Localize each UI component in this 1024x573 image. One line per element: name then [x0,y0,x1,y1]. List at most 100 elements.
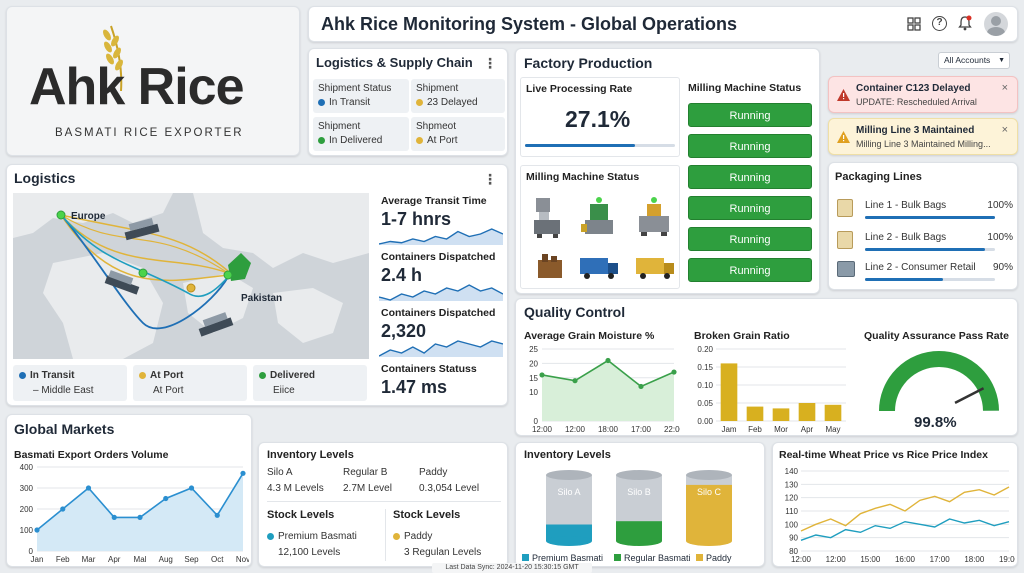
silo-base [616,536,662,546]
silo-label: Silo B [627,487,651,497]
bar [720,363,738,421]
quality-title: Quality Control [524,304,626,320]
map-legend-in-transit[interactable]: In Transit – Middle East [13,365,127,401]
export-orders-chart[interactable]: 0 100 200 300 400 Jan Feb Mar Apr Mal Aug Sep Oct Nov [9,461,249,567]
avatar[interactable] [984,12,1008,36]
dispatched-count-metric: Containers Dispatched 2,320 [379,305,503,357]
silo-fill [616,521,662,541]
packaging-progress [865,278,943,281]
legend-dot [259,371,266,379]
close-icon[interactable]: × [1001,124,1008,136]
dispatched-metric: Containers Dispatched 2.4 h [379,249,503,301]
global-markets-card: Global Markets Basmati Export Orders Vol… [6,414,252,567]
price-index-card: Real-time Wheat Price vs Rice Price Inde… [772,442,1018,567]
divider [267,501,501,502]
alert-milling-maintained[interactable]: Milling Line 3 Maintained Milling Line 3… [828,118,1018,155]
silo-fill [686,484,732,541]
packaging-line: Line 2 - Consumer Retail 90% [835,259,1013,287]
y-tick-label: 120 [785,494,799,503]
x-tick-label: 18:00 [964,555,985,564]
packaging-title: Packaging Lines [835,171,922,183]
silo-base [546,536,592,546]
x-tick-label: Feb [56,555,70,564]
page-title: Ahk Rice Monitoring System - Global Oper… [321,14,738,34]
x-tick-label: Apr [801,425,814,434]
logistics-supply-title: Logistics & Supply Chain [316,55,473,70]
milling-status-running: Running [688,227,812,251]
header-bar: Ahk Rice Monitoring System - Global Oper… [308,6,1018,42]
qa-gauge [879,351,999,412]
truck-icon [580,258,618,279]
bar [798,403,816,421]
container-status-metric: Containers Statuss 1.47 ms [381,363,477,397]
inventory-text-card: Inventory Levels Silo A 4.3 M Levels Reg… [258,442,508,567]
milling-machine-icon [534,198,560,238]
legend-dot [393,532,400,540]
legend-swatch [696,554,703,561]
milling-machine-panel: Milling Machine Status [520,165,680,289]
factory-production-card: Factory Production Live Processing Rate … [515,48,820,294]
legend-dot [267,532,274,540]
x-tick-label: Sep [184,555,199,564]
sparkline-line [379,228,503,245]
y-tick-label: 25 [529,345,538,354]
qa-title: Quality Assurance Pass Rate [864,330,1009,342]
map-legend-delivered[interactable]: Delivered Eiice [253,365,367,401]
cargo-ship-icon [104,270,140,295]
x-tick-label: Aug [159,555,173,564]
shipment-tile-2: Shipment 23 Delayed [411,79,505,113]
cargo-ship-icon [198,312,234,337]
shipment-tile-4: Shpmeot At Port [411,117,505,151]
data-point [34,527,40,533]
x-tick-label: 12:00 [565,425,586,434]
more-icon[interactable]: ⋮ [483,171,497,187]
map-legend-at-port[interactable]: At Port At Port [133,365,247,401]
packaging-progress [865,216,995,219]
help-icon[interactable]: ? [932,16,947,31]
silo-tank-icon [538,254,562,278]
export-chart-title: Basmati Export Orders Volume [14,449,169,461]
x-tick-label: 12:00 [791,555,812,564]
bar [746,406,764,421]
y-tick-label: 20 [529,359,538,368]
broken-chart[interactable]: 0.00 0.05 0.10 0.15 0.20 Jam Feb Mor Apr May [686,343,850,435]
moisture-chart[interactable]: 0 10 15 20 25 12:00 12:00 18:00 17:00 22:00 [520,343,680,435]
status-dot [318,98,325,106]
x-tick-label: Oct [211,555,224,564]
packaging-line: Line 1 - Bulk Bags 100% [835,197,1013,225]
silo-base [686,536,732,546]
qa-value: 99.8% [914,414,957,431]
quality-control-card: Quality Control Average Grain Moisture %… [515,298,1018,436]
x-tick-label: 22:00 [664,425,680,434]
factory-title: Factory Production [524,55,653,71]
bell-icon[interactable] [957,15,973,31]
y-tick-label: 0.00 [697,417,713,426]
x-tick-label: Apr [108,555,121,564]
global-markets-title: Global Markets [14,421,115,437]
bar [772,408,790,421]
legend-swatch [614,554,621,561]
packaging-progress [865,248,985,251]
price-index-chart[interactable]: 80 90 100 110 120 130 140 12:00 12:00 15:00 16:00 1… [775,463,1015,567]
alert-container-delayed[interactable]: Container C123 Delayed UPDATE: Reschedul… [828,76,1018,113]
inventory-silos-card: Inventory Levels Silo A Silo B Silo C Prem… [515,442,765,567]
silo-chart[interactable]: Silo A Silo B Silo C [520,465,760,553]
close-icon[interactable]: × [1001,82,1008,94]
bar [824,404,842,421]
brand-card: Ahk Rice BASMATI RICE EXPORTER [6,6,300,156]
world-map[interactable]: Europe Pakistan [13,193,369,359]
transit-sparkline [379,228,503,245]
milling-status-running: Running [688,134,812,158]
silo-label: Silo A [557,487,580,497]
accounts-select[interactable]: All Accounts ▼ [938,52,1010,69]
map-label-pakistan: Pakistan [241,293,282,304]
more-icon[interactable]: ⋮ [483,55,497,71]
x-tick-label: Mar [82,555,96,564]
y-tick-label: 0 [534,417,539,426]
grid-icon[interactable] [907,17,921,31]
gauge-needle [954,387,985,404]
shipment-tile-1: Shipment Status In Transit [313,79,409,113]
series-line [800,486,1010,532]
packaging-lines-card: Packaging Lines Line 1 - Bulk Bags 100% … [828,162,1018,290]
milling-status-running: Running [688,103,812,127]
